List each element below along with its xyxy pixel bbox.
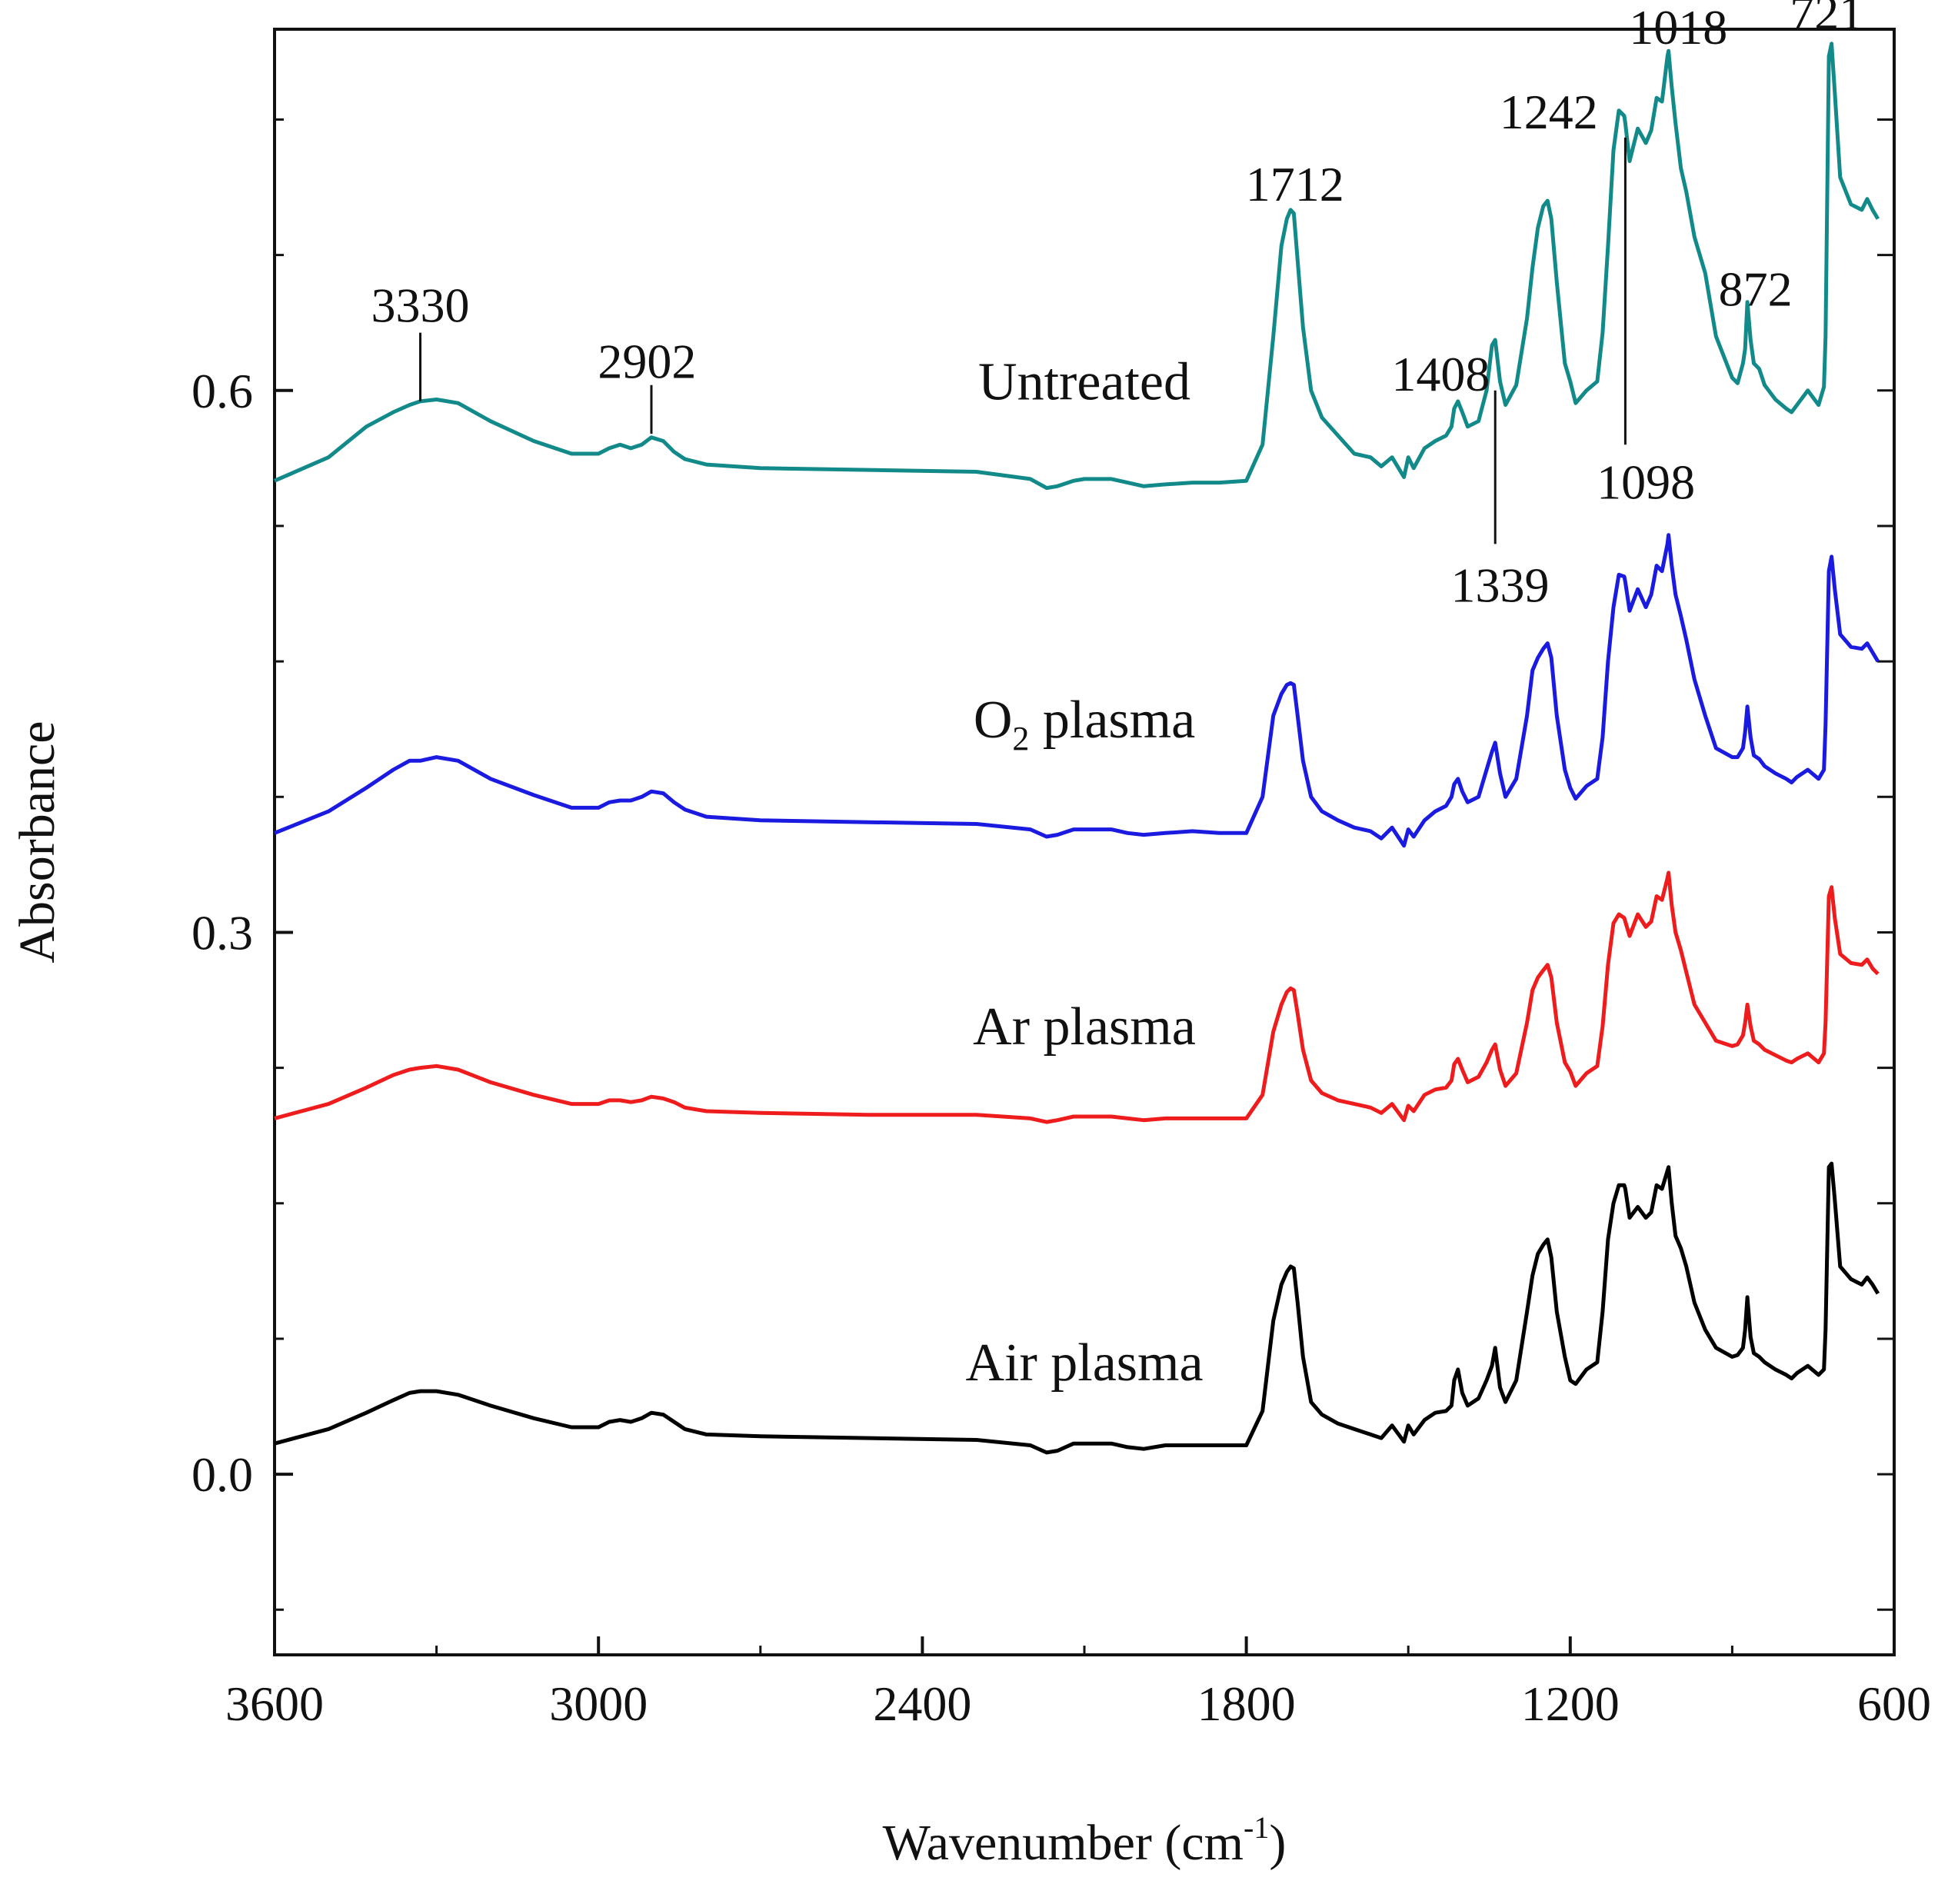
peak-label-721: 721 (1790, 0, 1863, 40)
y-axis-title: Absorbance (9, 721, 65, 963)
y-tick-label: 0.0 (191, 1447, 253, 1502)
peak-label-1712: 1712 (1246, 157, 1344, 211)
x-axis-title: Wavenumber (cm-1) (883, 1810, 1287, 1871)
x-tick-label: 3600 (225, 1676, 324, 1731)
series-line-untreated (274, 42, 1880, 491)
series-label-air-plasma: Air plasma (965, 1333, 1203, 1393)
peak-label-1242: 1242 (1500, 85, 1598, 139)
x-tick-label: 3000 (549, 1676, 648, 1731)
peak-label-1018: 1018 (1629, 0, 1727, 55)
series-label-untreated: Untreated (978, 353, 1190, 412)
peak-label-1098: 1098 (1597, 455, 1695, 510)
y-tick-label: 0.3 (191, 905, 253, 960)
x-tick-label: 2400 (873, 1676, 971, 1731)
plot-frame (273, 28, 1896, 1656)
y-tick-label: 0.6 (191, 364, 253, 418)
x-tick-label: 600 (1857, 1676, 1931, 1731)
axis-ticks: 3600 3000 2400 1800 1200 600 0.0 0.3 0.6 (191, 118, 1931, 1731)
series-label-ar-plasma: Ar plasma (973, 997, 1196, 1057)
x-tick-label: 1200 (1521, 1676, 1620, 1731)
peak-label-1408: 1408 (1391, 347, 1490, 401)
series-line-ar-plasma (274, 870, 1880, 1124)
peak-label-2902: 2902 (598, 334, 696, 388)
x-tick-label: 1800 (1197, 1676, 1296, 1731)
series-line-o2-plasma (274, 533, 1880, 848)
series-labels: Untreated O2 plasma Ar plasma Air plasma (965, 353, 1203, 1393)
peak-label-872: 872 (1719, 261, 1793, 316)
series-label-o2-plasma: O2 plasma (974, 691, 1195, 757)
series-line-air-plasma (274, 1161, 1880, 1455)
series-lines (274, 42, 1880, 1455)
peak-label-1339: 1339 (1451, 558, 1550, 613)
peak-label-3330: 3330 (371, 278, 470, 333)
peak-annotations: 3330 2902 1712 1408 1339 1242 1098 1018 872 721 (371, 0, 1864, 613)
